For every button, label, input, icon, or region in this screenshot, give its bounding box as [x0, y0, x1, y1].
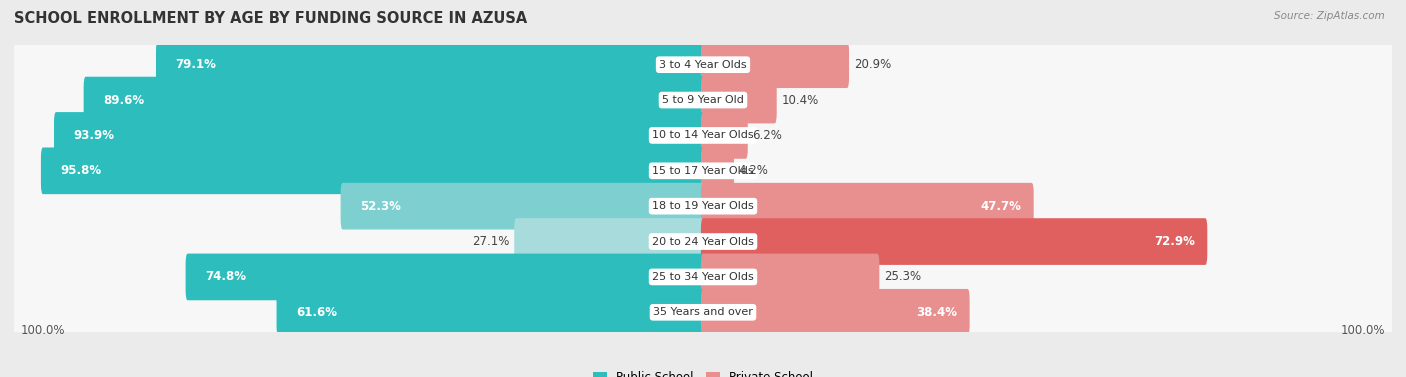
- FancyBboxPatch shape: [41, 147, 704, 194]
- Text: 35 Years and over: 35 Years and over: [652, 307, 754, 317]
- Text: 27.1%: 27.1%: [472, 235, 509, 248]
- Text: Source: ZipAtlas.com: Source: ZipAtlas.com: [1274, 11, 1385, 21]
- Text: 93.9%: 93.9%: [73, 129, 114, 142]
- Text: 20.9%: 20.9%: [853, 58, 891, 71]
- Text: 10.4%: 10.4%: [782, 93, 818, 107]
- FancyBboxPatch shape: [277, 289, 704, 336]
- FancyBboxPatch shape: [83, 77, 704, 123]
- FancyBboxPatch shape: [14, 101, 1392, 169]
- Text: 6.2%: 6.2%: [752, 129, 783, 142]
- FancyBboxPatch shape: [14, 208, 1392, 276]
- FancyBboxPatch shape: [702, 254, 879, 300]
- Text: 47.7%: 47.7%: [980, 200, 1021, 213]
- Text: 79.1%: 79.1%: [176, 58, 217, 71]
- Text: 15 to 17 Year Olds: 15 to 17 Year Olds: [652, 166, 754, 176]
- FancyBboxPatch shape: [340, 183, 704, 230]
- FancyBboxPatch shape: [14, 278, 1392, 346]
- FancyBboxPatch shape: [53, 112, 704, 159]
- FancyBboxPatch shape: [702, 218, 1208, 265]
- Text: 4.2%: 4.2%: [738, 164, 769, 177]
- Text: 25.3%: 25.3%: [884, 270, 921, 284]
- Legend: Public School, Private School: Public School, Private School: [588, 366, 818, 377]
- FancyBboxPatch shape: [186, 254, 704, 300]
- FancyBboxPatch shape: [14, 137, 1392, 205]
- FancyBboxPatch shape: [156, 41, 704, 88]
- FancyBboxPatch shape: [702, 289, 970, 336]
- FancyBboxPatch shape: [515, 218, 704, 265]
- FancyBboxPatch shape: [14, 66, 1392, 134]
- Text: 100.0%: 100.0%: [1340, 324, 1385, 337]
- Text: 20 to 24 Year Olds: 20 to 24 Year Olds: [652, 236, 754, 247]
- Text: 95.8%: 95.8%: [60, 164, 101, 177]
- FancyBboxPatch shape: [702, 77, 776, 123]
- Text: 5 to 9 Year Old: 5 to 9 Year Old: [662, 95, 744, 105]
- FancyBboxPatch shape: [702, 147, 734, 194]
- FancyBboxPatch shape: [14, 172, 1392, 240]
- Text: 61.6%: 61.6%: [295, 306, 337, 319]
- Text: SCHOOL ENROLLMENT BY AGE BY FUNDING SOURCE IN AZUSA: SCHOOL ENROLLMENT BY AGE BY FUNDING SOUR…: [14, 11, 527, 26]
- FancyBboxPatch shape: [702, 183, 1033, 230]
- Text: 72.9%: 72.9%: [1154, 235, 1195, 248]
- Text: 38.4%: 38.4%: [917, 306, 957, 319]
- Text: 18 to 19 Year Olds: 18 to 19 Year Olds: [652, 201, 754, 211]
- Text: 10 to 14 Year Olds: 10 to 14 Year Olds: [652, 130, 754, 141]
- Text: 74.8%: 74.8%: [205, 270, 246, 284]
- FancyBboxPatch shape: [702, 112, 748, 159]
- FancyBboxPatch shape: [14, 31, 1392, 99]
- Text: 52.3%: 52.3%: [360, 200, 401, 213]
- FancyBboxPatch shape: [14, 243, 1392, 311]
- Text: 100.0%: 100.0%: [21, 324, 66, 337]
- Text: 3 to 4 Year Olds: 3 to 4 Year Olds: [659, 60, 747, 70]
- Text: 89.6%: 89.6%: [103, 93, 143, 107]
- FancyBboxPatch shape: [702, 41, 849, 88]
- Text: 25 to 34 Year Olds: 25 to 34 Year Olds: [652, 272, 754, 282]
